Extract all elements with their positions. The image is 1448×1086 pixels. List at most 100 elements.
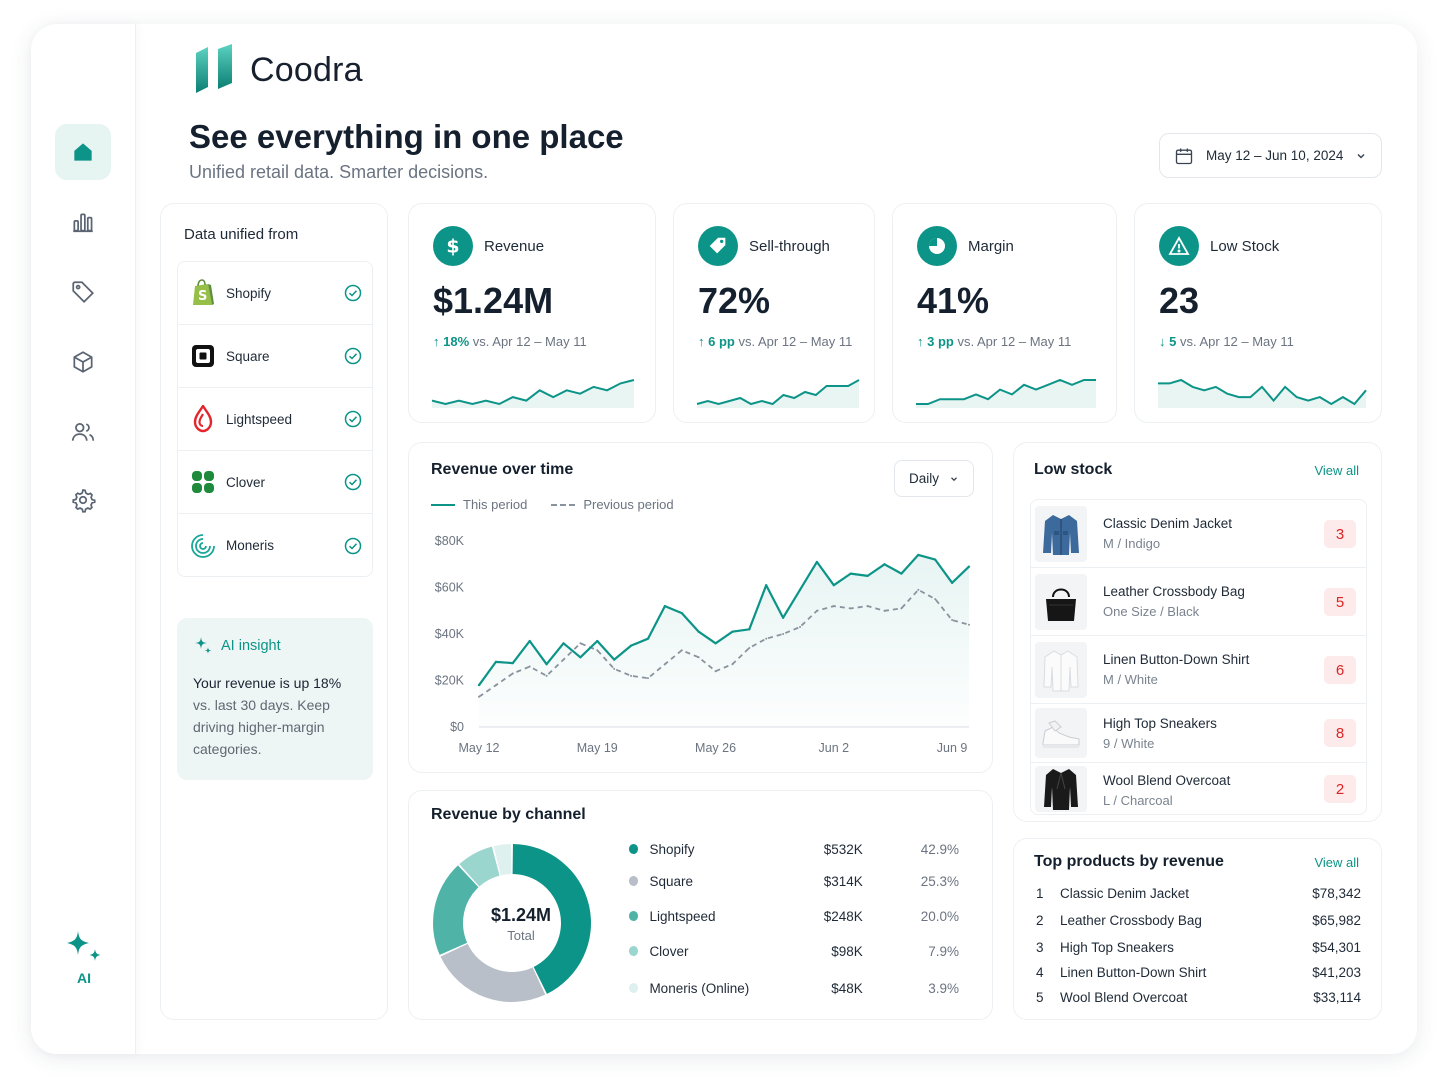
product-name: Linen Button-Down Shirt [1103,652,1250,667]
product-variant: 9 / White [1103,736,1155,751]
top-product-row[interactable]: 5 Wool Blend Overcoat $33,114 [1036,990,1361,1008]
top-product-row[interactable]: 1 Classic Denim Jacket $78,342 [1036,886,1361,904]
bar-chart-icon [73,213,93,233]
kpi-low-stock[interactable]: Low Stock 23 ↓ 5 vs. Apr 12 – May 11 [1134,203,1382,423]
low-stock-item[interactable]: Leather Crossbody Bag One Size / Black 5 [1031,568,1366,636]
dollar-icon: $ [433,226,473,266]
tag-icon [72,281,94,303]
low-stock-item[interactable]: Classic Denim Jacket M / Indigo 3 [1031,500,1366,568]
low-stock-view-all-link[interactable]: View all [1314,463,1359,478]
channel-row[interactable]: Square $314K 25.3% [629,871,959,891]
data-point-this-period [731,630,734,633]
product-name: Classic Denim Jacket [1060,886,1190,901]
sparkline-area [1158,380,1366,408]
sparkline-line [916,378,1096,405]
users-icon [71,423,95,441]
stock-qty-badge: 2 [1324,775,1356,803]
chevron-down-icon [1357,153,1365,159]
product-name: High Top Sneakers [1060,940,1174,955]
kpi-margin[interactable]: Margin 41% ↑ 3 pp vs. Apr 12 – May 11 [892,203,1117,423]
ai-insight-card[interactable]: AI insight Your revenue is up 18% vs. la… [177,618,373,780]
x-tick-label: May 19 [577,741,618,755]
low-stock-item[interactable]: Wool Blend Overcoat L / Charcoal 2 [1031,763,1366,815]
channel-row[interactable]: Shopify $532K 42.9% [629,839,959,859]
channel-share: 3.9% [928,980,959,996]
channel-row[interactable]: Moneris (Online) $48K 3.9% [629,978,959,998]
home-icon [74,143,92,161]
pie-icon [917,226,957,266]
bag-icon [1035,574,1087,630]
source-name: Lightspeed [226,411,293,427]
low-stock-card: Low stock View all Classic Denim Jacket … [1013,442,1382,822]
data-point-this-period [477,684,481,687]
brand-logo[interactable]: Coodra [192,42,382,98]
check-circle-icon [344,347,362,365]
ai-assistant-button[interactable]: AI [59,929,109,989]
source-list: S Shopify Square Lightspeed Clover Moner… [177,261,373,577]
check-circle-icon [344,473,362,491]
product-revenue: $41,203 [1312,965,1361,980]
donut-total-value: $1.24M [490,905,552,925]
top-product-row[interactable]: 4 Linen Button-Down Shirt $41,203 [1036,965,1361,983]
channel-name: Moneris (Online) [649,980,750,996]
data-point-previous-period [765,637,768,640]
channel-share: 7.9% [928,943,959,959]
nav-inventory[interactable] [55,334,111,390]
data-point-previous-period [900,607,903,610]
channel-donut-chart[interactable] [431,841,611,1021]
product-name: Linen Button-Down Shirt [1060,965,1207,980]
channel-row[interactable]: Lightspeed $248K 20.0% [629,906,959,926]
chart-legend: This period Previous period [431,497,674,512]
arrow-up-icon: ↑ [433,334,440,349]
stock-qty-badge: 5 [1324,588,1356,616]
channel-revenue: $98K [831,943,863,959]
data-point-previous-period [849,607,852,610]
nav-settings[interactable] [55,472,111,528]
top-product-row[interactable]: 2 Leather Crossbody Bag $65,982 [1036,913,1361,931]
top-products-view-all-link[interactable]: View all [1314,855,1359,870]
source-item-moneris[interactable]: Moneris [178,514,372,577]
kpi-label: Margin [968,237,1014,255]
y-tick-label: $80K [435,534,465,548]
kpi-sell-through[interactable]: Sell-through 72% ↑ 6 pp vs. Apr 12 – May… [673,203,875,423]
source-item-clover[interactable]: Clover [178,451,372,514]
jacket-icon [1035,506,1087,562]
nav-home[interactable] [55,124,111,180]
box-icon [73,351,93,373]
low-stock-item[interactable]: High Top Sneakers 9 / White 8 [1031,704,1366,763]
channel-row[interactable]: Clover $98K 7.9% [629,941,959,961]
kpi-label: Revenue [484,237,545,255]
top-product-row[interactable]: 3 High Top Sneakers $54,301 [1036,940,1361,958]
nav-products[interactable] [55,264,111,320]
sidebar: AI [31,24,136,1054]
tag-icon [698,226,738,266]
data-point-this-period [849,572,852,575]
nav-analytics[interactable] [55,194,111,250]
kpi-revenue[interactable]: $ Revenue $1.24M ↑ 18% vs. Apr 12 – May … [408,203,656,423]
stock-qty-badge: 8 [1324,719,1356,747]
product-variant: M / Indigo [1103,536,1161,551]
source-name: Clover [226,474,266,490]
granularity-select[interactable]: Daily [894,460,974,497]
product-rank: 4 [1036,965,1044,980]
channel-revenue: $314K [823,873,863,889]
data-point-previous-period [934,598,937,601]
kpi-sparkline [696,379,860,408]
source-item-square[interactable]: Square [178,325,372,388]
nav-customers[interactable] [55,404,111,460]
source-item-shopify[interactable]: S Shopify [178,262,372,325]
kpi-label: Low Stock [1210,237,1280,255]
data-point-this-period [494,660,497,663]
product-variant: L / Charcoal [1103,793,1173,808]
revenue-line-chart[interactable]: $80K $60K $40K $20K $0 May 12 May 19 May 26 Jun … [409,443,994,774]
sparkline-line [431,379,635,406]
date-range-picker[interactable]: May 12 – Jun 10, 2024 [1159,133,1382,178]
low-stock-list: Classic Denim Jacket M / Indigo 3 Leathe… [1030,499,1367,815]
data-point-this-period [629,644,633,647]
data-point-previous-period [951,619,954,622]
chevron-down-icon [951,476,957,481]
channel-revenue: $48K [831,980,863,996]
low-stock-item[interactable]: Linen Button-Down Shirt M / White 6 [1031,636,1366,704]
ai-label: AI [77,970,91,986]
source-item-lightspeed[interactable]: Lightspeed [178,388,372,451]
